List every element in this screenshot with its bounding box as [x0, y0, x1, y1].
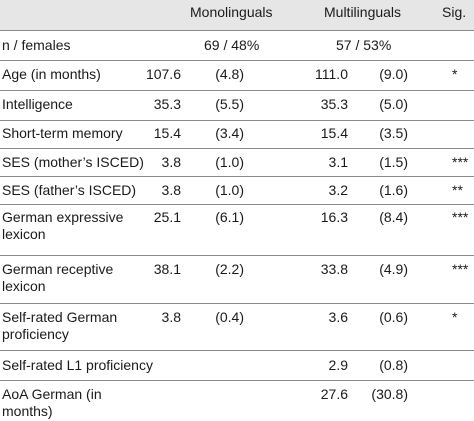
- row-label: Intelligence: [2, 96, 73, 112]
- sig-marker: *: [452, 309, 458, 325]
- table-row: Self-rated German proficiency 3.8 (0.4) …: [0, 304, 474, 350]
- header-monolinguals: Monolinguals: [190, 4, 273, 20]
- mono-mean: 107.6: [145, 66, 181, 82]
- table-row: German expressive lexicon 25.1 (6.1) 16.…: [0, 205, 474, 255]
- row-label: SES (father’s ISCED): [2, 182, 137, 198]
- sig-marker: ***: [452, 261, 469, 277]
- row-rule: [0, 204, 474, 205]
- row-label: German expressive lexicon: [2, 209, 124, 242]
- multi-sd: (4.9): [379, 261, 408, 277]
- table-row: Age (in months) 107.6 (4.8) 111.0 (9.0) …: [0, 61, 474, 90]
- mono-sd: (6.1): [215, 209, 244, 225]
- multi-sd: (0.6): [379, 309, 408, 325]
- table-row: German receptive lexicon 38.1 (2.2) 33.8…: [0, 256, 474, 303]
- row-label: Short-term memory: [2, 125, 123, 141]
- multi-mean: 3.2: [328, 182, 348, 198]
- multi-mean: 111.0: [315, 66, 348, 82]
- row-rule: [0, 120, 474, 121]
- mono-mean: 38.1: [153, 261, 181, 277]
- table-row: AoA German (in months) 27.6 (30.8): [0, 381, 474, 421]
- multi-sd: (1.5): [379, 154, 408, 170]
- summary-row: n / females 69 / 48% 57 / 53%: [0, 31, 474, 61]
- mono-mean: 3.8: [161, 154, 181, 170]
- multi-sd: (1.6): [379, 182, 408, 198]
- sig-marker: ***: [452, 154, 469, 170]
- mono-mean: 3.8: [161, 182, 181, 198]
- multi-mean: 27.6: [320, 386, 348, 402]
- row-rule: [0, 148, 474, 149]
- multi-sd: (9.0): [379, 66, 408, 82]
- header-multilinguals: Multilinguals: [324, 4, 402, 20]
- header-sig: Sig.: [442, 4, 467, 20]
- table-header: Monolinguals Multilinguals Sig.: [0, 0, 474, 30]
- row-label: Self-rated German proficiency: [2, 309, 118, 342]
- multi-sd: (8.4): [379, 209, 408, 225]
- sig-marker: **: [452, 182, 463, 198]
- row-label: SES (mother’s ISCED): [2, 154, 144, 170]
- mono-sd: (0.4): [215, 309, 244, 325]
- mono-sd: (2.2): [215, 261, 244, 277]
- row-rule: [0, 255, 474, 256]
- row-rule: [0, 176, 474, 177]
- multi-mean: 16.3: [320, 209, 348, 225]
- mono-mean: 25.1: [153, 209, 181, 225]
- mono-mean: 35.3: [153, 96, 181, 112]
- row-label: Self-rated L1 proficiency: [2, 357, 153, 373]
- sig-marker: ***: [452, 209, 469, 225]
- multi-mean: 15.4: [320, 125, 348, 141]
- mono-sd: (5.5): [215, 96, 244, 112]
- summary-label: n / females: [2, 37, 71, 53]
- sig-marker: *: [452, 66, 458, 82]
- header-rule: [0, 30, 474, 31]
- row-rule: [0, 90, 474, 91]
- multi-sd: (5.0): [379, 96, 408, 112]
- summary-mono: 69 / 48%: [204, 37, 260, 53]
- multi-sd: (0.8): [379, 357, 408, 373]
- table-row: SES (father’s ISCED) 3.8 (1.0) 3.2 (1.6)…: [0, 177, 474, 204]
- mono-sd: (3.4): [215, 125, 244, 141]
- mono-mean: 15.4: [153, 125, 181, 141]
- table-row: Short-term memory 15.4 (3.4) 15.4 (3.5): [0, 121, 474, 148]
- mono-mean: 3.8: [161, 309, 181, 325]
- multi-mean: 3.6: [328, 309, 348, 325]
- mono-sd: (1.0): [215, 182, 244, 198]
- multi-sd: (3.5): [379, 125, 408, 141]
- multi-sd: (30.8): [371, 386, 408, 402]
- summary-rule: [0, 60, 474, 61]
- multi-mean: 35.3: [320, 96, 348, 112]
- table-row: Intelligence 35.3 (5.5) 35.3 (5.0): [0, 91, 474, 120]
- mono-sd: (4.8): [215, 66, 244, 82]
- multi-mean: 3.1: [328, 154, 348, 170]
- row-rule: [0, 303, 474, 304]
- row-rule: [0, 380, 474, 381]
- table-row: Self-rated L1 proficiency 2.9 (0.8): [0, 351, 474, 380]
- multi-mean: 33.8: [320, 261, 348, 277]
- row-label: Age (in months): [2, 66, 101, 82]
- mono-sd: (1.0): [215, 154, 244, 170]
- table-row: SES (mother’s ISCED) 3.8 (1.0) 3.1 (1.5)…: [0, 149, 474, 176]
- row-label: German receptive lexicon: [2, 261, 114, 294]
- row-rule: [0, 350, 474, 351]
- multi-mean: 2.9: [328, 357, 348, 373]
- row-label: AoA German (in months): [2, 386, 102, 419]
- summary-multi: 57 / 53%: [336, 37, 392, 53]
